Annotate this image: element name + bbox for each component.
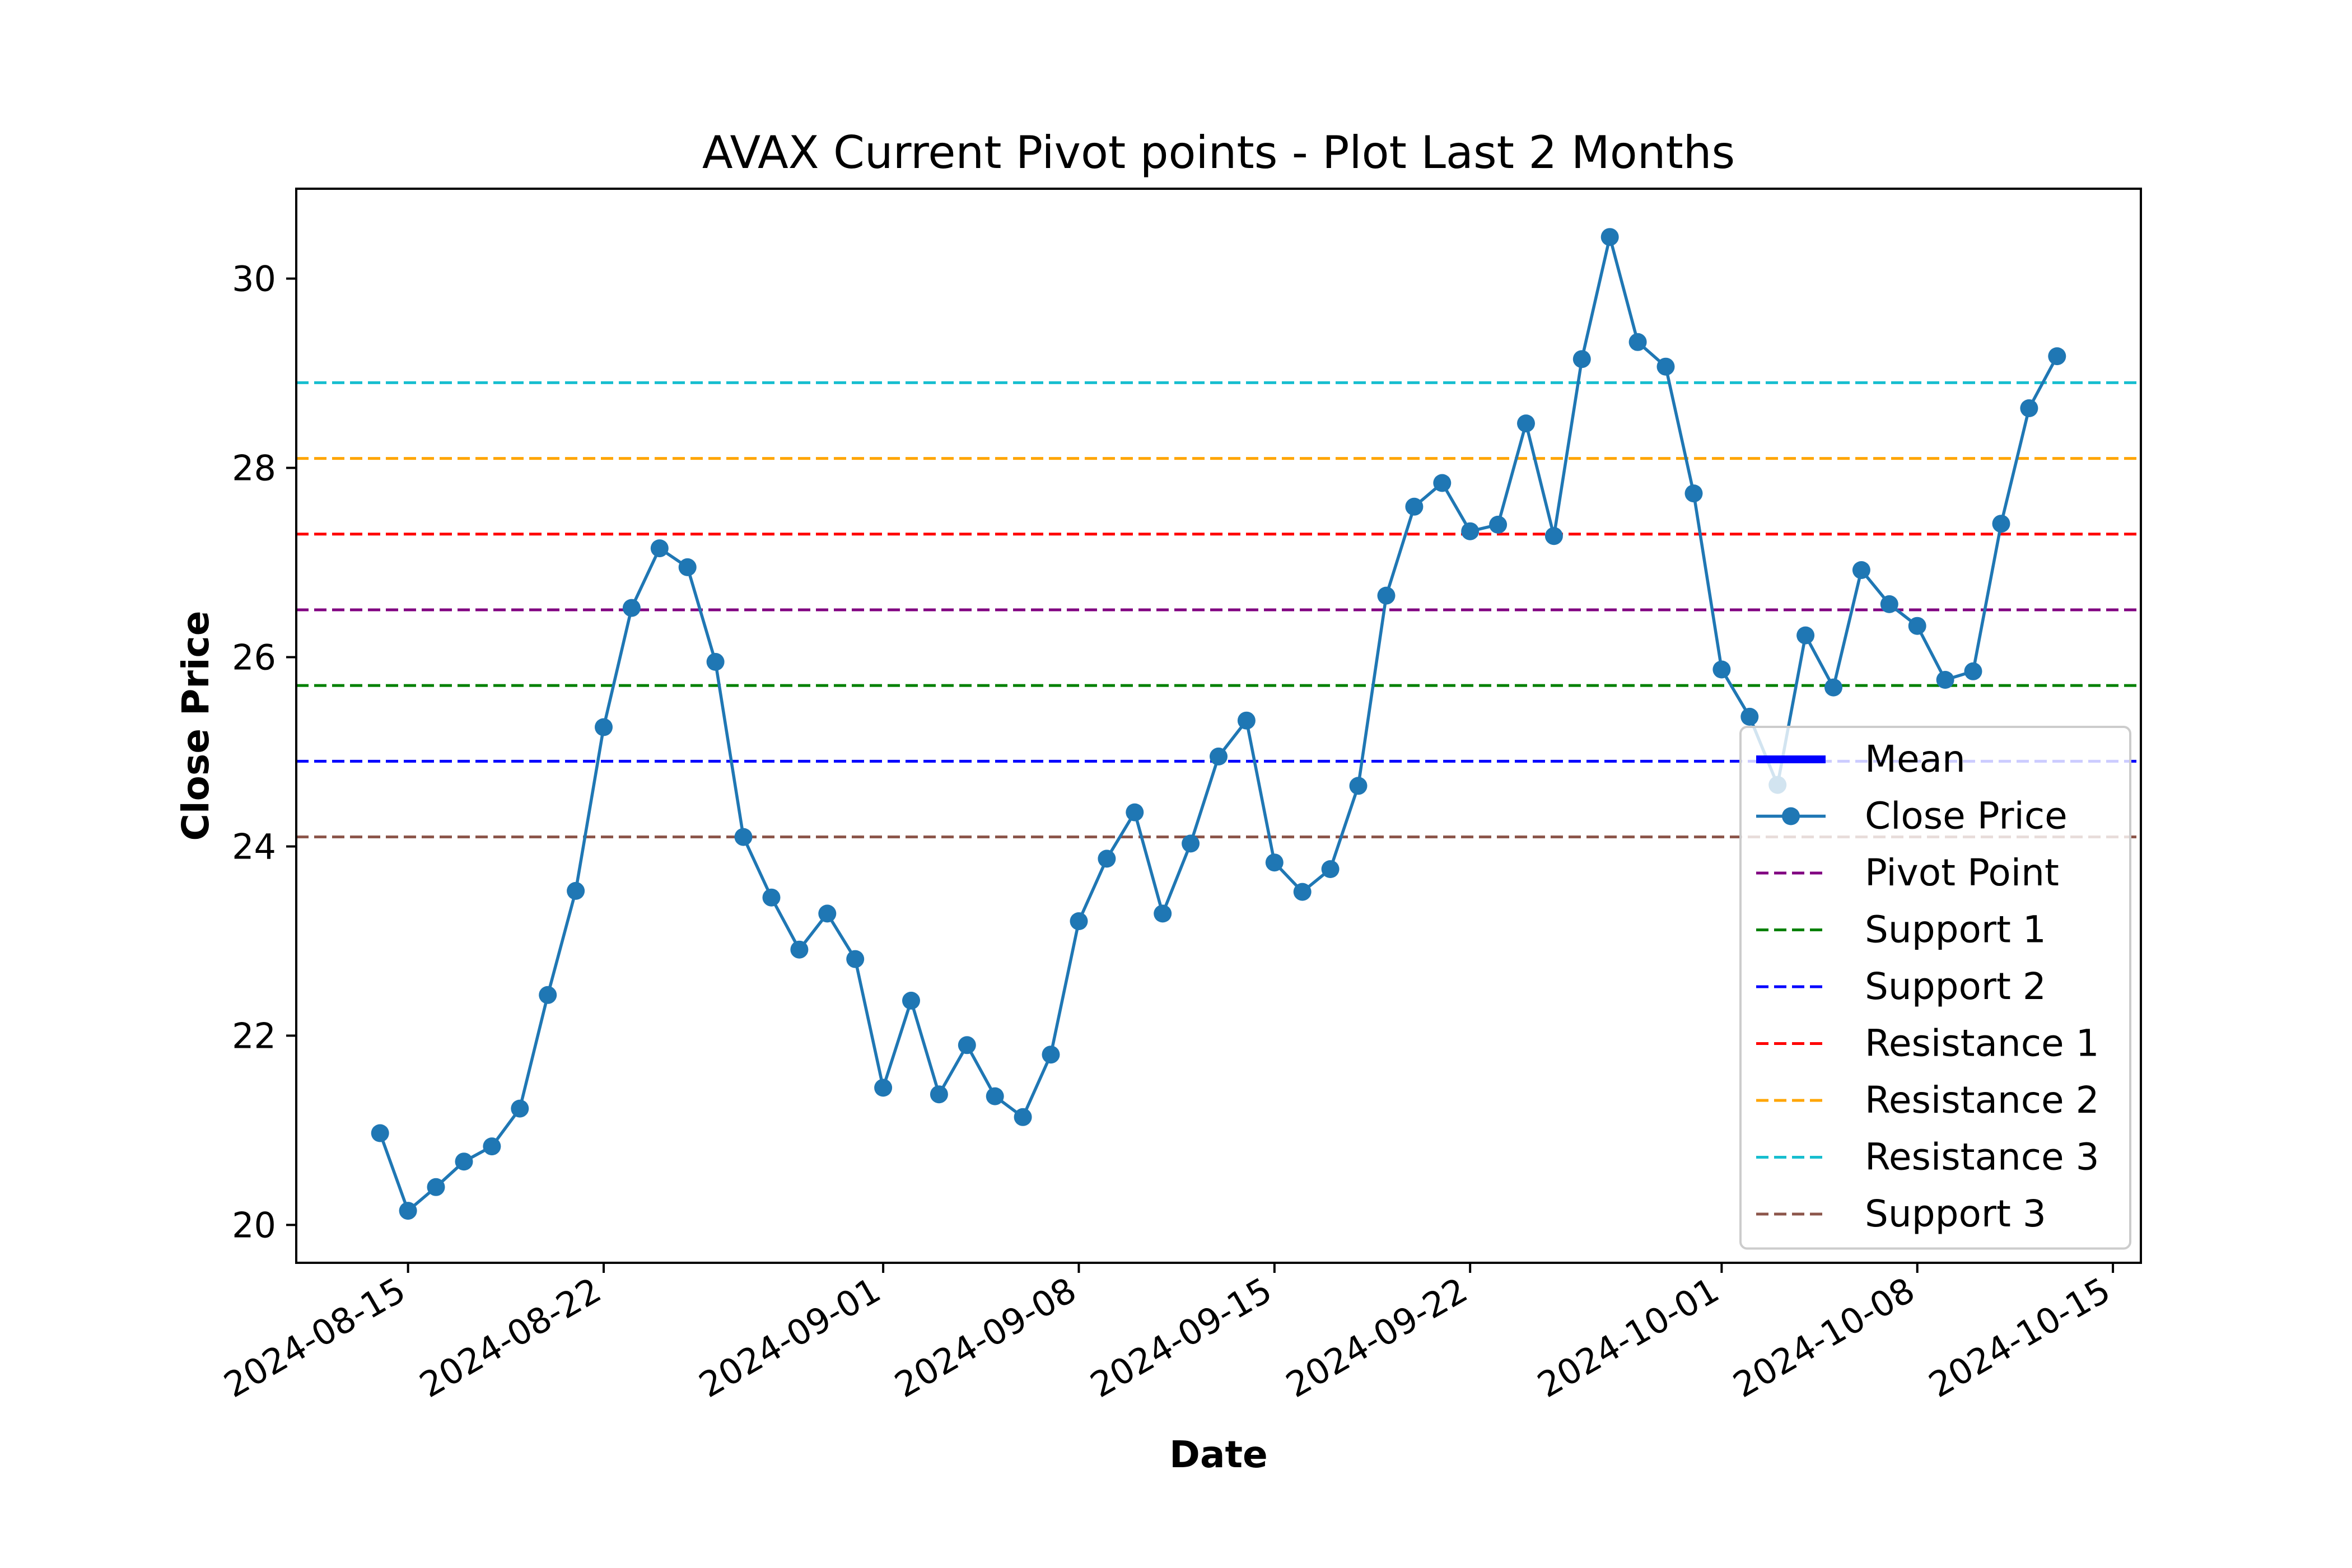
legend-label: Support 3	[1865, 1192, 2046, 1235]
legend-label: Support 1	[1865, 908, 2046, 951]
close-price-point	[902, 991, 920, 1010]
close-price-point	[1126, 803, 1144, 822]
close-price-point	[1684, 484, 1703, 503]
close-price-point	[1349, 777, 1368, 795]
close-price-point	[986, 1087, 1004, 1105]
close-price-point	[1321, 860, 1340, 878]
y-tick-label: 28	[232, 448, 276, 489]
close-price-point	[1824, 678, 1842, 697]
close-price-point	[371, 1124, 389, 1142]
legend-label: Resistance 1	[1865, 1022, 2099, 1065]
close-price-point	[2020, 399, 2038, 417]
close-price-point	[706, 652, 725, 671]
close-price-point	[1014, 1108, 1032, 1126]
close-price-point	[511, 1099, 529, 1118]
legend-item-mean: Mean	[1756, 738, 1966, 781]
close-price-point	[1154, 904, 1172, 923]
close-price-point	[1237, 711, 1256, 730]
close-price-point	[1964, 662, 1982, 680]
legend-item-support-1: Support 1	[1756, 908, 2046, 951]
legend-item-resistance-1: Resistance 1	[1756, 1022, 2099, 1065]
legend-item-pivot-point: Pivot Point	[1756, 851, 2059, 894]
close-price-point	[650, 539, 669, 558]
close-price-point	[622, 599, 641, 617]
close-price-point	[846, 950, 865, 968]
close-price-point	[762, 888, 781, 907]
y-tick-label: 30	[232, 259, 276, 300]
legend-item-support-3: Support 3	[1756, 1192, 2046, 1235]
y-tick-label: 24	[232, 826, 276, 867]
close-price-point	[874, 1079, 893, 1097]
chart-title: AVAX Current Pivot points - Plot Last 2 …	[702, 127, 1735, 179]
close-price-point	[1572, 350, 1591, 368]
y-tick-label: 20	[232, 1205, 276, 1245]
close-price-point	[1070, 912, 1088, 930]
close-price-point	[595, 718, 613, 736]
close-price-point	[455, 1152, 473, 1171]
close-price-point	[818, 904, 837, 923]
close-price-point	[678, 558, 697, 576]
legend-item-resistance-2: Resistance 2	[1756, 1079, 2099, 1122]
close-price-point	[1936, 671, 1954, 689]
close-price-point	[1042, 1046, 1060, 1064]
close-price-point	[1182, 834, 1200, 853]
close-price-point	[1098, 850, 1116, 868]
close-price-point	[1852, 561, 1870, 579]
close-price-point	[1992, 515, 2010, 533]
close-price-point	[930, 1085, 948, 1104]
legend-box	[1739, 726, 2131, 1250]
legend-label: Resistance 2	[1865, 1079, 2099, 1122]
close-price-point	[427, 1178, 445, 1196]
y-tick-label: 22	[232, 1015, 276, 1056]
close-price-point	[1600, 228, 1619, 246]
plot-frame	[295, 188, 2142, 1264]
legend-swatch-marker	[1782, 807, 1800, 825]
legend-item-support-2: Support 2	[1756, 965, 2046, 1008]
close-price-point	[734, 828, 753, 846]
close-price-point	[1740, 707, 1759, 726]
close-price-point	[1433, 474, 1452, 492]
close-price-point	[1210, 747, 1228, 766]
legend-label: Close Price	[1865, 795, 2068, 838]
close-price-point	[790, 940, 809, 959]
close-price-point	[1293, 883, 1312, 901]
close-price-point	[399, 1202, 417, 1220]
close-price-point	[1489, 515, 1508, 534]
close-price-point	[1712, 660, 1731, 679]
legend-label: Resistance 3	[1865, 1136, 2099, 1179]
close-price-point	[539, 986, 557, 1004]
close-price-point	[1265, 853, 1284, 872]
legend-label: Support 2	[1865, 965, 2046, 1008]
close-price-point	[567, 881, 585, 900]
close-price-point	[1796, 626, 1815, 645]
close-price-point	[2048, 347, 2066, 366]
close-price-point	[1517, 414, 1535, 433]
y-axis-label: Close Price	[174, 611, 217, 841]
legend: Mean Close Price Pivot Point Support 1 Suppo…	[1739, 726, 2131, 1250]
close-price-point	[1405, 497, 1424, 516]
close-price-point	[1377, 586, 1396, 605]
legend-item-resistance-3: Resistance 3	[1756, 1136, 2099, 1179]
close-price-point	[1544, 527, 1563, 545]
reference-lines	[296, 381, 2141, 839]
close-price-point	[483, 1137, 501, 1156]
x-axis-label: Date	[1169, 1433, 1268, 1476]
legend-item-close-price: Close Price	[1756, 795, 2068, 838]
close-price-point	[1628, 333, 1647, 351]
y-axis: 20 22 24 26 28 30	[232, 259, 296, 1245]
close-price-point	[1908, 617, 1926, 635]
close-price-point	[1461, 522, 1480, 540]
legend-label: Mean	[1865, 738, 1966, 781]
close-price-point	[958, 1036, 976, 1054]
y-tick-label: 26	[232, 637, 276, 678]
legend-label: Pivot Point	[1865, 851, 2059, 894]
close-price-point	[1656, 357, 1675, 376]
close-price-point	[1880, 595, 1898, 613]
